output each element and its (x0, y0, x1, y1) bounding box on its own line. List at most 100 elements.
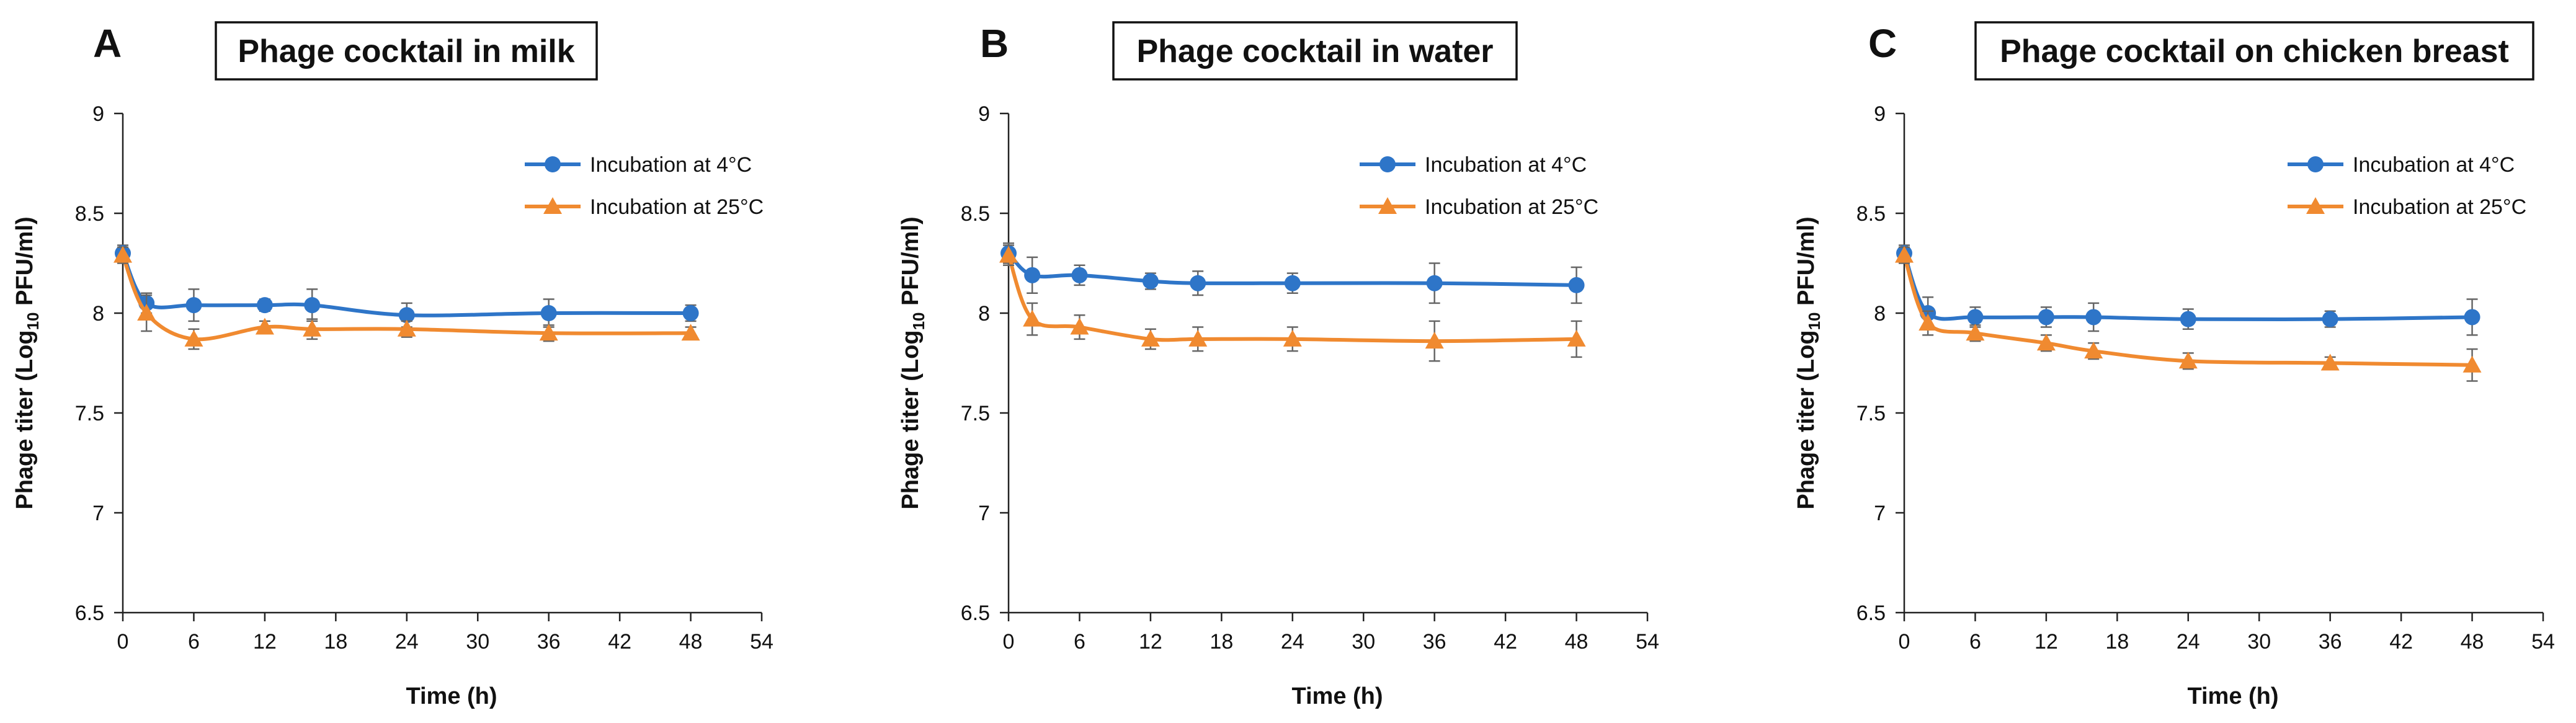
legend-item: Incubation at 25°C (2288, 195, 2526, 219)
x-tick-label: 36 (1423, 630, 1446, 654)
y-tick-label: 9 (92, 102, 104, 126)
x-tick-label: 24 (1281, 630, 1304, 654)
data-point (1141, 329, 1160, 347)
x-tick-label: 0 (1003, 630, 1015, 654)
x-tick-label: 18 (1210, 630, 1233, 654)
x-tick-label: 12 (2035, 630, 2058, 654)
data-point (1188, 329, 1208, 347)
legend-item: Incubation at 4°C (1360, 153, 1587, 177)
x-tick-label: 42 (2389, 630, 2413, 654)
x-tick-label: 42 (608, 630, 631, 654)
data-point (255, 317, 274, 335)
x-tick-label: 54 (1636, 630, 1659, 654)
data-point (2180, 311, 2196, 327)
legend-marker (1378, 197, 1397, 214)
data-point (2322, 311, 2338, 327)
x-tick-label: 36 (537, 630, 561, 654)
chart-title-box (215, 21, 598, 81)
x-tick-label: 54 (750, 630, 773, 654)
data-point (1966, 324, 1985, 341)
panel-label: B (980, 21, 1009, 66)
data-point (1425, 332, 1444, 349)
x-tick-label: 30 (1352, 630, 1375, 654)
data-point (1023, 309, 1042, 327)
legend: Incubation at 4°C Incubation at 25°C (2288, 153, 2526, 219)
legend-label: Incubation at 25°C (2353, 195, 2526, 219)
y-tick-label: 8 (1874, 302, 1886, 326)
x-tick-label: 24 (2177, 630, 2200, 654)
y-axis-title: Phage titer (Log10 PFU/ml) (1793, 216, 1824, 509)
y-tick-label: 6.5 (1856, 601, 1886, 625)
data-point (1426, 275, 1443, 291)
chart-title: Phage cocktail on chicken breast (2000, 33, 2509, 69)
data-point (1919, 314, 1938, 331)
data-point (1283, 329, 1302, 347)
x-tick-label: 0 (1899, 630, 1910, 654)
data-point (1895, 246, 1914, 263)
data-point (1142, 273, 1159, 290)
data-point (2178, 352, 2198, 369)
x-tick-label: 24 (395, 630, 419, 654)
y-axis-title-text: Phage titer (Log (1793, 330, 1819, 509)
data-point (2320, 353, 2340, 371)
y-axis-title: Phage titer (Log10 PFU/ml) (12, 216, 42, 509)
data-point (2084, 342, 2103, 359)
data-point (999, 246, 1018, 263)
y-tick-label: 7.5 (75, 402, 104, 425)
y-tick-label: 8 (978, 302, 990, 326)
data-point (2036, 334, 2056, 351)
series-4c (1896, 244, 2480, 336)
chart-title-box (1112, 21, 1518, 81)
data-point (540, 305, 557, 321)
data-point (1190, 275, 1206, 291)
x-tick-label: 6 (1074, 630, 1085, 654)
y-axis-title-text: Phage titer (Log (898, 330, 924, 509)
y-axis-title: Phage titer (Log10 PFU/ml) (898, 216, 928, 509)
series-25c (1895, 246, 2482, 382)
data-point (2464, 309, 2480, 326)
y-tick-label: 6.5 (75, 601, 104, 625)
chart-panel-c: C Phage cocktail on chicken breast 0 6 12 18 2… (1793, 21, 2555, 709)
y-tick-label: 8.5 (1856, 202, 1886, 226)
data-point (304, 297, 321, 314)
y-tick-label: 7 (1874, 502, 1886, 525)
legend-label: Incubation at 4°C (1425, 153, 1587, 177)
x-tick-label: 30 (2247, 630, 2271, 654)
data-point (2462, 355, 2482, 373)
legend-marker (543, 197, 562, 214)
x-tick-label: 18 (2105, 630, 2129, 654)
data-point (1070, 317, 1089, 335)
y-tick-label: 7 (978, 502, 990, 525)
x-tick-label: 6 (1969, 630, 1981, 654)
y-axis-title-text: Phage titer (Log (12, 330, 38, 509)
data-point (681, 324, 700, 341)
panel-label: C (1868, 21, 1897, 66)
legend-label: Incubation at 4°C (590, 153, 752, 177)
x-tick-label: 42 (1494, 630, 1517, 654)
y-tick-label: 9 (978, 102, 990, 126)
data-point (539, 324, 558, 341)
x-axis-title: Time (h) (2187, 683, 2278, 709)
legend-label: Incubation at 25°C (590, 195, 764, 219)
legend-marker (1379, 156, 1396, 172)
y-axis-title-unit: PFU/ml) (898, 216, 924, 312)
legend-label: Incubation at 25°C (1425, 195, 1598, 219)
x-tick-label: 18 (324, 630, 347, 654)
y-tick-label: 9 (1874, 102, 1886, 126)
legend-label: Incubation at 4°C (2353, 153, 2515, 177)
data-point (397, 319, 416, 337)
chart-panel-b: B Phage cocktail in water 0 6 12 18 24 30 36 42 48… (898, 21, 1659, 709)
legend: Incubation at 4°C Incubation at 25°C (525, 153, 764, 219)
chart-title: Phage cocktail in water (1136, 33, 1493, 69)
legend-item: Incubation at 25°C (1360, 195, 1598, 219)
data-point (398, 307, 415, 324)
legend-item: Incubation at 4°C (2288, 153, 2515, 177)
x-tick-label: 30 (466, 630, 489, 654)
data-point (1567, 329, 1586, 347)
series-4c (1001, 242, 1585, 304)
y-axis-title-subscript: 10 (1805, 312, 1824, 330)
data-point (682, 305, 699, 321)
legend: Incubation at 4°C Incubation at 25°C (1360, 153, 1598, 219)
data-point (2038, 309, 2054, 326)
